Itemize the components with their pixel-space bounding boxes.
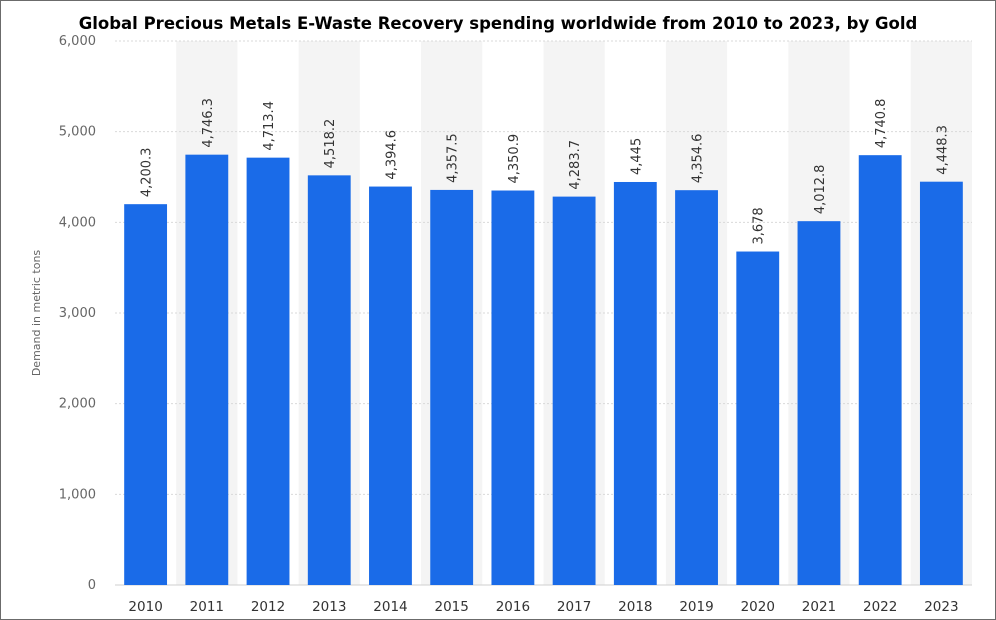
- bars: [124, 154, 963, 586]
- bar-2019: [675, 190, 718, 586]
- x-tick-label-2022: 2022: [863, 599, 897, 615]
- data-label-2013: 4,518.2: [323, 119, 338, 169]
- x-tick-label-2018: 2018: [618, 599, 652, 615]
- y-tick-label: 5,000: [59, 125, 96, 140]
- chart-title: Global Precious Metals E-Waste Recovery …: [78, 14, 918, 33]
- data-label-2019: 4,354.6: [691, 134, 706, 184]
- bar-2014: [369, 186, 412, 585]
- data-label-2011: 4,746.3: [201, 98, 216, 148]
- bar-2013: [307, 175, 351, 586]
- x-tick-label-2013: 2013: [312, 599, 346, 615]
- x-tick-label-2019: 2019: [679, 599, 713, 615]
- y-axis-label: Demand in metric tons: [30, 250, 43, 377]
- data-labels: 4,200.3 4,746.3 4,713.4 4,518.2 4,394.6 4,357…: [140, 98, 951, 244]
- x-axis-ticks: 2010 2011 2012 2013 2014 2015 2016 2017 2018 2019…: [128, 599, 958, 615]
- x-tick-label-2021: 2021: [802, 599, 836, 615]
- bar-2022: [858, 155, 902, 585]
- bar-2023: [919, 181, 963, 585]
- bar-2012: [246, 157, 290, 585]
- data-label-2014: 4,394.6: [384, 130, 399, 180]
- bar-2010: [124, 204, 168, 586]
- bar-2017: [552, 196, 596, 585]
- data-label-2020: 3,678: [752, 207, 767, 244]
- bar-2011: [185, 154, 229, 585]
- y-tick-label: 1,000: [59, 487, 96, 502]
- bar-2018: [613, 181, 657, 585]
- y-tick-label: 0: [88, 578, 96, 593]
- data-label-2023: 4,448.3: [935, 125, 950, 175]
- y-tick-label: 2,000: [59, 397, 96, 412]
- x-tick-label-2016: 2016: [496, 599, 530, 615]
- data-label-2017: 4,283.7: [568, 140, 583, 190]
- data-label-2015: 4,357.5: [446, 133, 461, 183]
- data-label-2016: 4,350.9: [507, 134, 522, 184]
- x-tick-label-2020: 2020: [741, 599, 775, 615]
- data-label-2010: 4,200.3: [140, 148, 155, 198]
- bar-2021: [797, 221, 841, 586]
- data-label-2021: 4,012.8: [813, 165, 828, 215]
- data-label-2022: 4,740.8: [874, 99, 889, 149]
- y-tick-label: 4,000: [59, 215, 96, 230]
- x-tick-label-2012: 2012: [251, 599, 285, 615]
- y-tick-label: 3,000: [59, 306, 96, 321]
- bar-2015: [430, 189, 474, 586]
- data-label-2018: 4,445: [629, 138, 644, 175]
- y-tick-label: 6,000: [59, 34, 96, 49]
- x-tick-label-2017: 2017: [557, 599, 591, 615]
- data-label-2012: 4,713.4: [262, 101, 277, 151]
- x-tick-label-2014: 2014: [373, 599, 407, 615]
- y-axis-ticks: 0 1,000 2,000 3,000 4,000 5,000 6,000: [59, 34, 96, 593]
- x-tick-label-2015: 2015: [434, 599, 468, 615]
- bar-2020: [736, 251, 780, 585]
- x-tick-label-2011: 2011: [190, 599, 224, 615]
- x-tick-label-2010: 2010: [128, 599, 162, 615]
- bar-2016: [491, 190, 535, 585]
- x-tick-label-2023: 2023: [924, 599, 958, 615]
